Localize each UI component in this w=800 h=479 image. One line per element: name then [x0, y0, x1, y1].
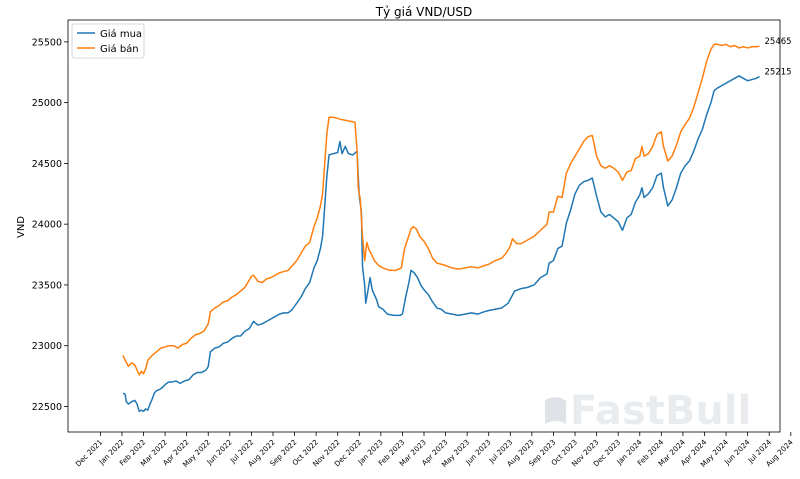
watermark-book-icon — [545, 397, 566, 424]
y-tick-label: 22500 — [32, 402, 62, 413]
end-labels: 25215 25465 — [765, 37, 792, 77]
y-tick-label: 25500 — [32, 37, 62, 48]
watermark-text: FastBull — [570, 388, 751, 434]
end-value-label-gia-mua: 25215 — [765, 68, 792, 78]
y-tick-label: 23500 — [32, 280, 62, 291]
chart-title: Tỷ giá VND/USD — [375, 5, 472, 19]
series-line-gia-ban — [122, 43, 760, 376]
end-value-label-gia-ban: 25465 — [765, 37, 792, 47]
watermark-logo: FastBull — [545, 388, 751, 434]
series-layer — [122, 43, 760, 413]
legend-label-gia-mua: Giá mua — [100, 28, 142, 40]
legend: Giá mua Giá bán — [71, 23, 145, 59]
y-tick-label: 25000 — [32, 98, 62, 109]
series-line-gia-mua — [122, 75, 760, 413]
plot-background — [68, 20, 780, 432]
legend-label-gia-ban: Giá bán — [100, 43, 139, 55]
y-tick-label: 24000 — [32, 220, 62, 231]
y-tick-label: 24500 — [32, 159, 62, 170]
y-tick-label: 23000 — [32, 341, 62, 352]
y-axis: 22500 23000 23500 24000 24500 25000 25500 — [32, 37, 68, 413]
y-axis-label: VND — [16, 216, 27, 238]
